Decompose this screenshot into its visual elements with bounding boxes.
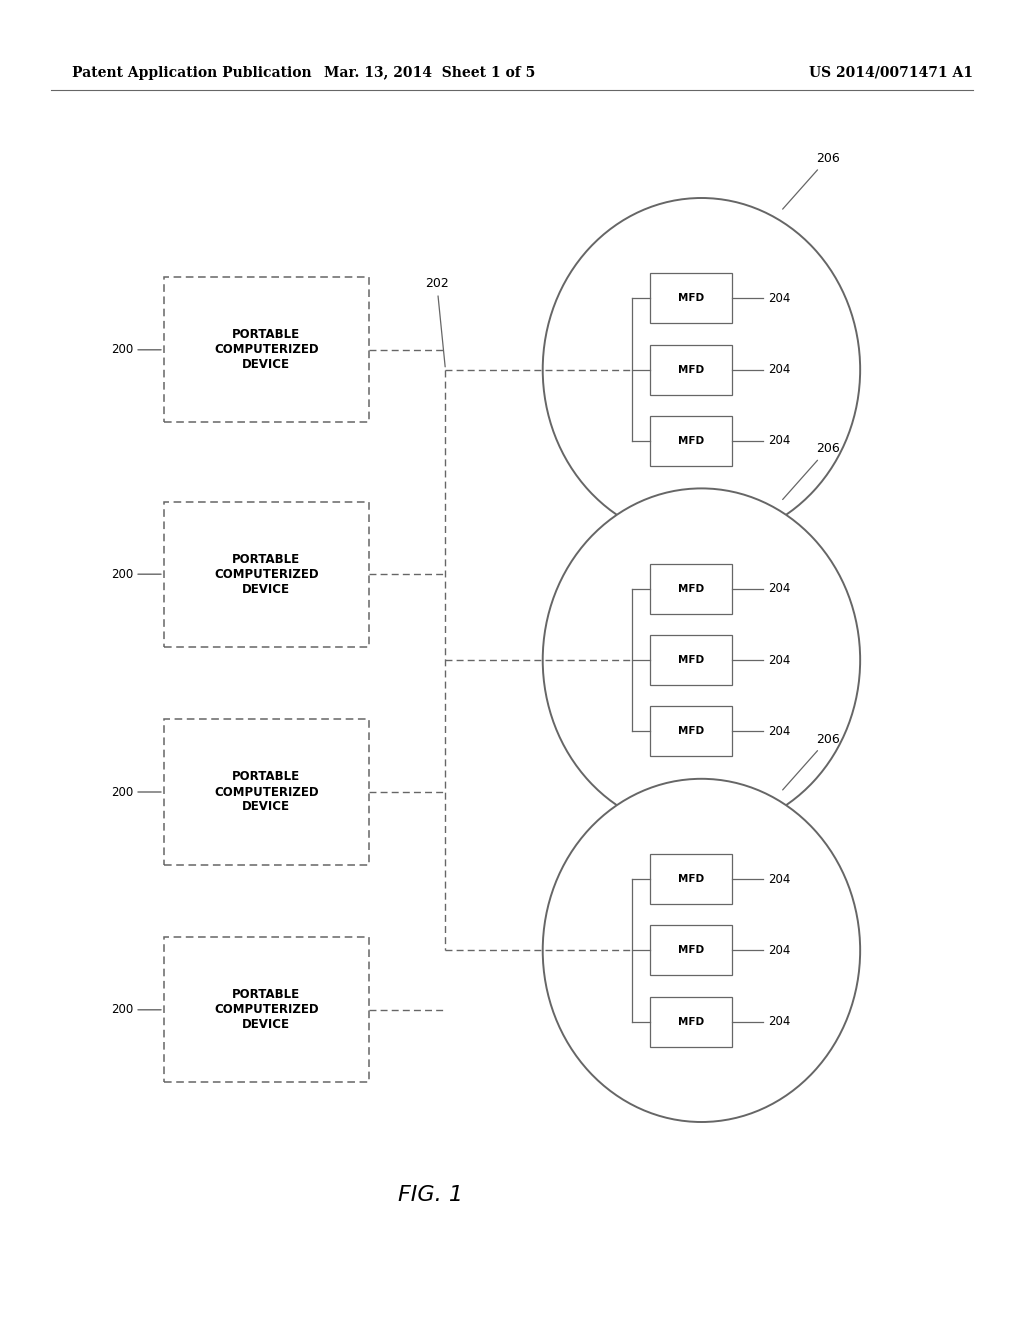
Text: MFD: MFD (678, 874, 705, 884)
Text: 204: 204 (768, 944, 791, 957)
Text: 200: 200 (111, 343, 133, 356)
Ellipse shape (543, 488, 860, 832)
FancyBboxPatch shape (164, 502, 369, 647)
Text: Patent Application Publication: Patent Application Publication (72, 66, 311, 79)
FancyBboxPatch shape (650, 997, 732, 1047)
Text: 204: 204 (768, 363, 791, 376)
Text: 206: 206 (782, 733, 840, 789)
Text: PORTABLE
COMPUTERIZED
DEVICE: PORTABLE COMPUTERIZED DEVICE (214, 989, 318, 1031)
Text: US 2014/0071471 A1: US 2014/0071471 A1 (809, 66, 973, 79)
Text: MFD: MFD (678, 436, 705, 446)
Text: MFD: MFD (678, 583, 705, 594)
FancyBboxPatch shape (650, 345, 732, 395)
FancyBboxPatch shape (650, 635, 732, 685)
Text: 204: 204 (768, 582, 791, 595)
FancyBboxPatch shape (650, 273, 732, 323)
FancyBboxPatch shape (650, 854, 732, 904)
Text: 204: 204 (768, 1015, 791, 1028)
Text: 204: 204 (768, 292, 791, 305)
Text: MFD: MFD (678, 293, 705, 304)
Text: 200: 200 (111, 785, 133, 799)
Text: FIG. 1: FIG. 1 (397, 1184, 463, 1205)
Ellipse shape (543, 779, 860, 1122)
Text: 200: 200 (111, 1003, 133, 1016)
FancyBboxPatch shape (164, 277, 369, 422)
FancyBboxPatch shape (650, 925, 732, 975)
FancyBboxPatch shape (164, 719, 369, 865)
Text: 204: 204 (768, 725, 791, 738)
Text: 206: 206 (782, 152, 840, 209)
Text: PORTABLE
COMPUTERIZED
DEVICE: PORTABLE COMPUTERIZED DEVICE (214, 329, 318, 371)
Text: MFD: MFD (678, 655, 705, 665)
Ellipse shape (543, 198, 860, 541)
Text: 202: 202 (425, 277, 449, 367)
Text: MFD: MFD (678, 364, 705, 375)
Text: MFD: MFD (678, 1016, 705, 1027)
Text: 204: 204 (768, 434, 791, 447)
Text: PORTABLE
COMPUTERIZED
DEVICE: PORTABLE COMPUTERIZED DEVICE (214, 771, 318, 813)
Text: 204: 204 (768, 653, 791, 667)
Text: 204: 204 (768, 873, 791, 886)
Text: Mar. 13, 2014  Sheet 1 of 5: Mar. 13, 2014 Sheet 1 of 5 (325, 66, 536, 79)
Text: MFD: MFD (678, 726, 705, 737)
FancyBboxPatch shape (650, 706, 732, 756)
FancyBboxPatch shape (164, 937, 369, 1082)
Text: 200: 200 (111, 568, 133, 581)
Text: PORTABLE
COMPUTERIZED
DEVICE: PORTABLE COMPUTERIZED DEVICE (214, 553, 318, 595)
Text: MFD: MFD (678, 945, 705, 956)
Text: 206: 206 (782, 442, 840, 499)
FancyBboxPatch shape (650, 416, 732, 466)
FancyBboxPatch shape (650, 564, 732, 614)
